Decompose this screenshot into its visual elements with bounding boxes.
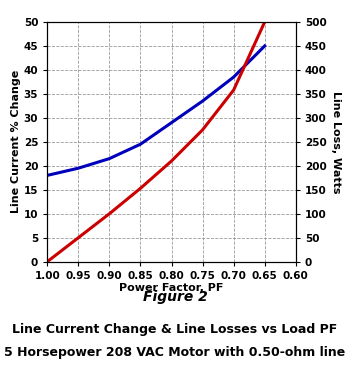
Y-axis label: Line Current % Change: Line Current % Change [11,70,21,213]
Y-axis label: Line Loss, Watts: Line Loss, Watts [331,90,341,193]
Text: 5 Horsepower 208 VAC Motor with 0.50-ohm line: 5 Horsepower 208 VAC Motor with 0.50-ohm… [4,346,346,359]
Text: Figure 2: Figure 2 [143,290,207,304]
X-axis label: Power Factor, PF: Power Factor, PF [119,284,224,294]
Text: Line Current Change & Line Losses vs Load PF: Line Current Change & Line Losses vs Loa… [12,323,338,336]
